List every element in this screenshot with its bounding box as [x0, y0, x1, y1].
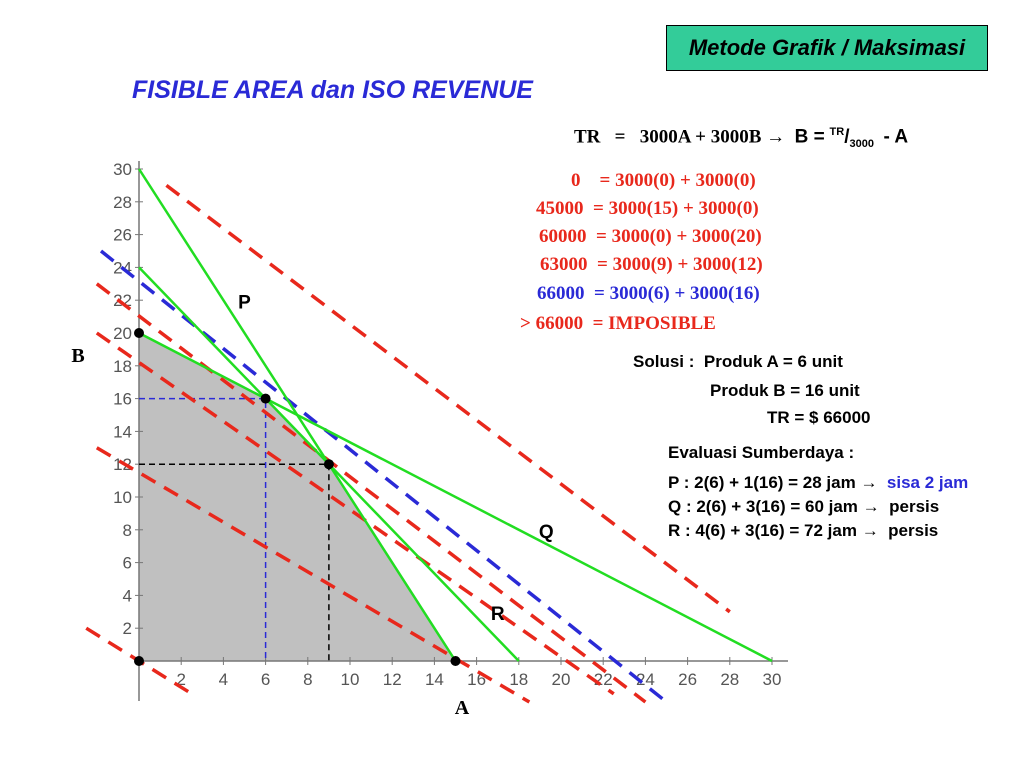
x-tick-label: 2 [176, 670, 185, 689]
x-tick-label: 18 [509, 670, 528, 689]
x-tick-label: 28 [720, 670, 739, 689]
x-tick-label: 6 [261, 670, 270, 689]
calc-row: > 66000 = IMPOSIBLE [520, 313, 716, 334]
tr-rhs: 3000A + 3000B [639, 126, 762, 148]
calc-row: 60000 = 3000(0) + 3000(20) [539, 226, 762, 247]
tr-minus-a: - A [883, 126, 909, 148]
y-tick-label: 30 [113, 160, 132, 179]
tr-lhs: TR [574, 126, 601, 148]
x-tick-label: 24 [636, 670, 655, 689]
x-tick-label: 16 [467, 670, 486, 689]
iso-revenue-line [165, 184, 731, 614]
evaluation-row-r: R : 4(6) + 3(16) = 72 jam → persis [668, 521, 939, 540]
calc-row: 63000 = 3000(9) + 3000(12) [540, 254, 763, 275]
solution-product-b: Produk B = 16 unit [710, 381, 860, 400]
slide-title: Metode Grafik / Maksimasi [666, 25, 988, 71]
x-tick-label: 22 [594, 670, 613, 689]
tr-eq: = [614, 126, 626, 148]
y-tick-label: 18 [113, 357, 132, 376]
x-tick-label: 14 [425, 670, 444, 689]
arrow-icon: → [862, 497, 880, 516]
y-tick-label: 2 [123, 619, 132, 638]
iso-revenue-line [95, 331, 615, 696]
y-tick-label: 24 [113, 258, 132, 277]
evaluation-row-p: P : 2(6) + 1(16) = 28 jam → sisa 2 jam [668, 473, 969, 492]
evaluation-row-q: Q : 2(6) + 3(16) = 60 jam → persis [668, 497, 940, 516]
constraint-label: P [238, 292, 251, 313]
constraint-line [138, 266, 520, 662]
x-tick-label: 26 [678, 670, 697, 689]
arrow-icon: → [861, 521, 879, 540]
feasible-region [139, 333, 456, 661]
calc-row: 66000 = 3000(6) + 3000(16) [537, 283, 760, 304]
y-axis-label: B [71, 345, 84, 367]
guide-line [139, 397, 267, 661]
tr-denominator: 3000 [849, 138, 874, 151]
tr-sup: TR [829, 126, 845, 138]
arrow-icon: → [860, 473, 878, 492]
x-tick-label: 4 [219, 670, 228, 689]
corner-point [323, 459, 334, 470]
solution-tr: TR = $ 66000 [767, 408, 871, 427]
tr-b-part: B = [794, 126, 825, 148]
y-tick-label: 22 [113, 291, 132, 310]
y-tick-label: 20 [113, 324, 132, 343]
iso-revenue-line [95, 446, 531, 704]
y-tick-label: 4 [123, 586, 132, 605]
calc-row: 45000 = 3000(15) + 3000(0) [536, 198, 759, 219]
x-tick-label: 30 [763, 670, 782, 689]
corner-point [134, 328, 144, 338]
corner-point [134, 656, 144, 666]
solution-product-a: Solusi : Produk A = 6 unit [633, 352, 843, 371]
constraint-line [137, 168, 457, 662]
y-tick-label: 8 [123, 521, 132, 540]
y-tick-label: 16 [113, 390, 132, 409]
tr-slash: / [844, 126, 850, 148]
y-tick-label: 14 [113, 422, 132, 441]
iso-revenue-line [85, 626, 193, 696]
guide-line [139, 463, 330, 661]
x-tick-label: 12 [383, 670, 402, 689]
evaluation-title: Evaluasi Sumberdaya : [668, 443, 855, 462]
calc-row: 0 = 3000(0) + 3000(0) [571, 170, 756, 191]
y-tick-label: 26 [113, 226, 132, 245]
y-tick-label: 28 [113, 193, 132, 212]
y-tick-label: 6 [123, 554, 132, 573]
iso-revenue-line [95, 282, 647, 704]
constraint-label: Q [539, 522, 554, 543]
arrow-icon: → [766, 126, 786, 148]
corner-point [260, 393, 271, 404]
x-tick-label: 8 [303, 670, 312, 689]
constraint-label: R [491, 604, 505, 625]
chart-heading: FISIBLE AREA dan ISO REVENUE [132, 76, 533, 104]
x-tick-label: 10 [341, 670, 360, 689]
y-tick-label: 12 [113, 455, 132, 474]
x-axis-label: A [455, 697, 470, 719]
tr-formula: TR = 3000A + 3000B → B = TR/3000 - A [574, 126, 908, 150]
corner-point [450, 656, 461, 666]
x-tick-label: 20 [552, 670, 571, 689]
y-tick-label: 10 [113, 488, 132, 507]
